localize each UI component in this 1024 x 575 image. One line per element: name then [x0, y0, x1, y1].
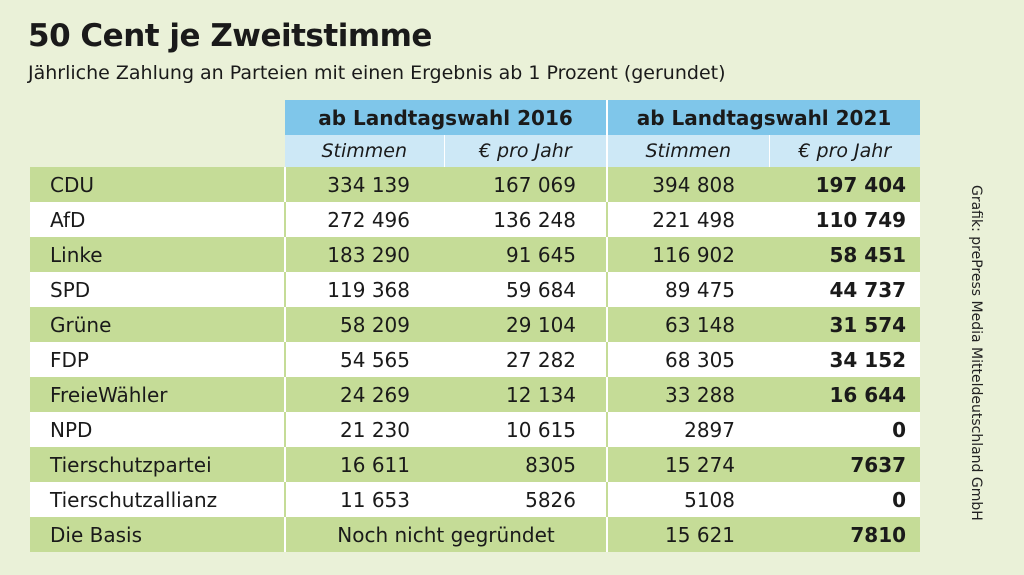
votes-2016-cell: 24 269	[284, 377, 444, 412]
votes-2021-cell: 89 475	[606, 272, 770, 307]
euro-2016-cell: 27 282	[444, 342, 608, 377]
votes-2016-cell: 334 139	[284, 167, 444, 202]
euro-2021-cell: 0	[769, 412, 921, 447]
group-header-2021: ab Landtagswahl 2021	[607, 100, 921, 135]
votes-2021-cell: 394 808	[606, 167, 770, 202]
votes-2021-cell: 5108	[606, 482, 770, 517]
party-name-cell: SPD	[30, 272, 285, 307]
euro-2021-cell: 197 404	[769, 167, 921, 202]
table-row: Tierschutzallianz 11 653 5826 5108 0	[30, 482, 921, 517]
votes-2021-cell: 68 305	[606, 342, 770, 377]
votes-2016-cell: 16 611	[284, 447, 444, 482]
euro-2016-cell: 10 615	[444, 412, 608, 447]
euro-2016-cell: 59 684	[444, 272, 608, 307]
table-row: FreieWähler 24 269 12 134 33 288 16 644	[30, 377, 921, 412]
euro-2016-cell: 8305	[444, 447, 608, 482]
subheader-blank	[30, 135, 285, 167]
table-body: CDU 334 139 167 069 394 808 197 404 AfD 272 49…	[30, 167, 921, 552]
party-name-cell: FreieWähler	[30, 377, 285, 412]
votes-2016-cell: 119 368	[284, 272, 444, 307]
euro-2021-cell: 34 152	[769, 342, 921, 377]
party-name-cell: AfD	[30, 202, 285, 237]
not-founded-note-cell: Noch nicht gegründet	[283, 517, 608, 552]
votes-2016-cell: 11 653	[284, 482, 444, 517]
table-row: NPD 21 230 10 615 2897 0	[30, 412, 921, 447]
party-name-cell: FDP	[30, 342, 285, 377]
votes-2021-cell: 116 902	[606, 237, 770, 272]
euro-2016-cell: 167 069	[444, 167, 608, 202]
group-header-2016: ab Landtagswahl 2016	[285, 100, 609, 135]
votes-2021-cell: 15 274	[606, 447, 770, 482]
euro-2016-cell: 5826	[444, 482, 608, 517]
votes-2021-cell: 221 498	[606, 202, 770, 237]
euro-2016-cell: 91 645	[444, 237, 608, 272]
votes-2021-cell: 15 621	[606, 517, 770, 552]
votes-2021-cell: 63 148	[606, 307, 770, 342]
table-row: AfD 272 496 136 248 221 498 110 749	[30, 202, 921, 237]
euro-2021-cell: 110 749	[769, 202, 921, 237]
euro-2021-cell: 58 451	[769, 237, 921, 272]
votes-2016-cell: 21 230	[284, 412, 444, 447]
votes-2021-cell: 2897	[606, 412, 770, 447]
euro-2021-cell: 7810	[769, 517, 921, 552]
chart-title: 50 Cent je Zweitstimme	[28, 18, 432, 54]
votes-2016-cell: 54 565	[284, 342, 444, 377]
graphic-credit: Grafik: prePress Media Mitteldeutschland…	[968, 185, 984, 521]
subheader-euro-2016: € pro Jahr	[444, 135, 609, 167]
table-row: Tierschutzpartei 16 611 8305 15 274 7637	[30, 447, 921, 482]
euro-2016-cell: 136 248	[444, 202, 608, 237]
votes-2016-cell: 183 290	[284, 237, 444, 272]
party-name-cell: Linke	[30, 237, 285, 272]
party-name-cell: NPD	[30, 412, 285, 447]
party-name-cell: Tierschutzallianz	[30, 482, 285, 517]
subheader-votes-2016: Stimmen	[285, 135, 445, 167]
table-row: CDU 334 139 167 069 394 808 197 404	[30, 167, 921, 202]
table-row: Linke 183 290 91 645 116 902 58 451	[30, 237, 921, 272]
table-row: Die Basis Noch nicht gegründet 15 621 7810	[30, 517, 921, 552]
votes-2016-cell: 58 209	[284, 307, 444, 342]
subheader-euro-2021: € pro Jahr	[769, 135, 921, 167]
party-name-cell: Die Basis	[30, 517, 285, 552]
table-row: FDP 54 565 27 282 68 305 34 152	[30, 342, 921, 377]
euro-2021-cell: 16 644	[769, 377, 921, 412]
euro-2021-cell: 31 574	[769, 307, 921, 342]
votes-2016-cell: 272 496	[284, 202, 444, 237]
data-table: ab Landtagswahl 2016 ab Landtagswahl 202…	[30, 100, 921, 552]
euro-2021-cell: 7637	[769, 447, 921, 482]
party-name-cell: CDU	[30, 167, 285, 202]
table-row: Grüne 58 209 29 104 63 148 31 574	[30, 307, 921, 342]
euro-2016-cell: 29 104	[444, 307, 608, 342]
votes-2021-cell: 33 288	[606, 377, 770, 412]
party-name-cell: Tierschutzpartei	[30, 447, 285, 482]
euro-2021-cell: 44 737	[769, 272, 921, 307]
header-blank	[30, 100, 285, 135]
euro-2021-cell: 0	[769, 482, 921, 517]
euro-2016-cell: 12 134	[444, 377, 608, 412]
table-row: SPD 119 368 59 684 89 475 44 737	[30, 272, 921, 307]
chart-subtitle: Jährliche Zahlung an Parteien mit einen …	[28, 62, 726, 84]
subheader-votes-2021: Stimmen	[607, 135, 770, 167]
party-name-cell: Grüne	[30, 307, 285, 342]
